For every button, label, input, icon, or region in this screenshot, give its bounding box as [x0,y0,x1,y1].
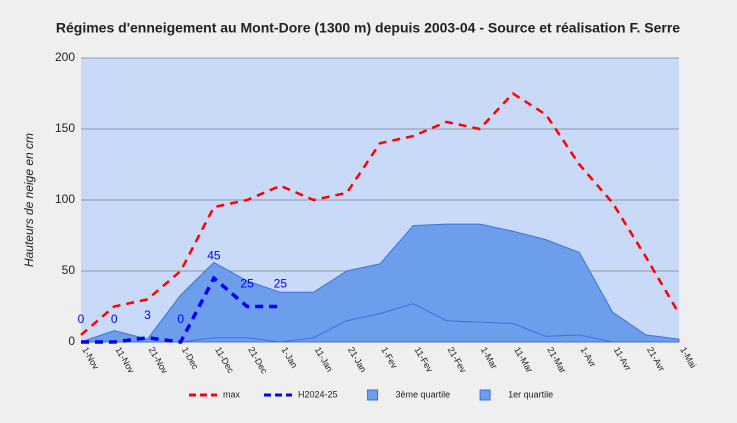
data-label: 0 [78,312,85,326]
legend-swatch [479,389,491,401]
y-tick-label: 200 [55,50,75,64]
y-tick-label: 150 [55,121,75,135]
chart-title: Régimes d'enneigement au Mont-Dore (1300… [56,20,680,36]
area [80,223,680,343]
data-label: 25 [274,277,288,291]
data-label: 45 [207,248,221,262]
data-label: 0 [177,312,184,326]
legend-label: H2024-25 [298,389,338,399]
line [81,275,281,344]
legend-label: 1er quartile [508,389,553,399]
data-label: 0 [111,312,118,326]
area [81,303,679,343]
y-tick-label: 50 [62,263,76,277]
data-label: 25 [240,277,254,291]
legend-label: max [223,389,241,399]
y-tick-label: 0 [68,334,75,348]
line [80,91,681,336]
legend-swatch [367,389,379,401]
y-tick-label: 100 [55,192,75,206]
data-label: 3 [144,308,151,322]
y-axis-label: Hauteurs de neige en cm [22,133,36,267]
legend-label: 3ème quartile [396,389,451,399]
